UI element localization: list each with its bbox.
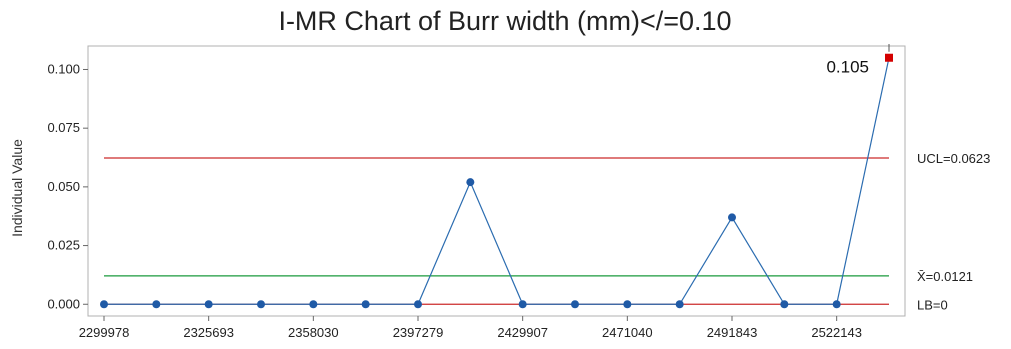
annotation-label: 0.105 [826,58,869,77]
data-point [414,300,422,309]
x-tick-label: 2429907 [497,325,548,340]
y-axis-label: Individual Value [9,139,25,237]
data-point [675,300,684,309]
data-point [361,300,370,309]
y-tick-label: 0.025 [47,238,80,253]
data-point [518,300,527,309]
series-individual-values [100,53,893,309]
y-tick-label: 0.050 [47,179,80,194]
y-tick-label: 0.000 [47,296,80,311]
plot-area [87,45,906,317]
y-tick-label: 0.075 [47,120,80,135]
x-axis-ticks: 2299978 2325693 2358030 2397279 2429907 24710… [79,316,862,340]
data-point [204,300,213,309]
out-of-control-point [885,53,893,62]
data-point [832,300,841,309]
data-point [257,300,265,309]
data-point [152,300,161,309]
data-point [623,300,632,309]
series-line [104,57,890,305]
x-tick-label: 2299978 [79,325,130,340]
data-point [728,213,736,222]
reference-line-label: LB=0 [917,297,948,312]
data-point [780,300,789,309]
reference-line-labels: UCL=0.0623 X̄=0.0121 LB=0 [917,151,990,312]
x-tick-label: 2397279 [393,325,444,340]
reference-line-label: X̄=0.0121 [917,269,973,284]
data-point [466,178,475,187]
chart-title: I-MR Chart of Burr width (mm)</=0.10 [278,6,731,36]
x-tick-label: 2522143 [811,325,862,340]
x-tick-label: 2325693 [183,325,234,340]
data-point [100,300,108,309]
x-tick-label: 2471040 [602,325,653,340]
data-point [309,300,318,309]
y-axis-ticks: 0.000 0.025 0.050 0.075 0.100 [47,61,88,311]
reference-line-label: UCL=0.0623 [917,151,990,166]
data-point [571,300,579,309]
x-tick-label: 2358030 [288,325,339,340]
y-tick-label: 0.100 [47,61,80,76]
annotations: 0.105 [826,44,890,77]
x-tick-label: 2491843 [707,325,758,340]
